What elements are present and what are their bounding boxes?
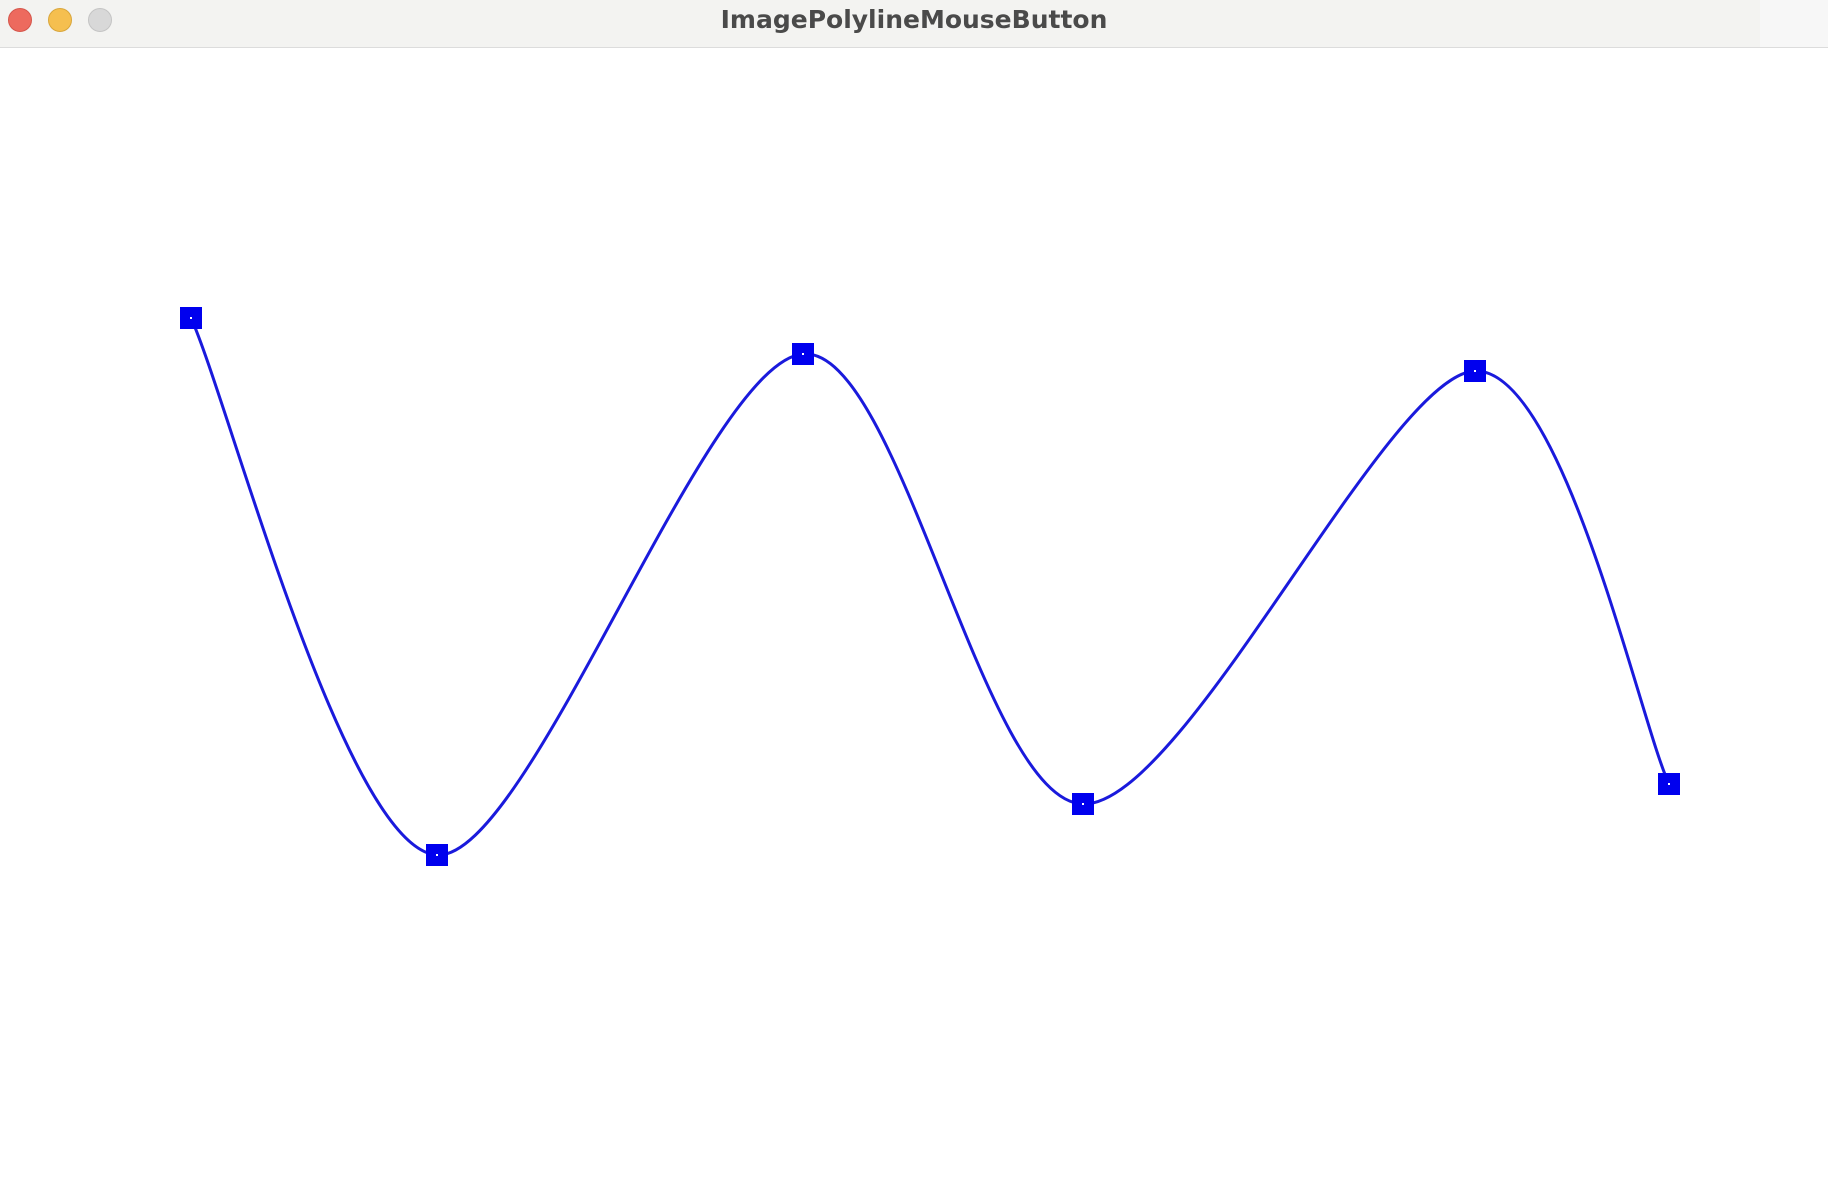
- control-point-center: [436, 854, 438, 856]
- polyline-curve: [189, 316, 1671, 857]
- drawing-canvas[interactable]: [0, 48, 1828, 1198]
- control-point-center: [1474, 370, 1476, 372]
- close-icon[interactable]: [8, 8, 32, 32]
- control-point-center: [802, 353, 804, 355]
- control-point-center: [1668, 783, 1670, 785]
- minimize-icon[interactable]: [48, 8, 72, 32]
- window-title: ImagePolylineMouseButton: [720, 5, 1108, 34]
- polyline-canvas[interactable]: [0, 48, 1828, 1198]
- maximize-icon[interactable]: [88, 8, 112, 32]
- control-point-center: [190, 317, 192, 319]
- title-bar[interactable]: ImagePolylineMouseButton: [0, 0, 1828, 48]
- control-point-center: [1082, 803, 1084, 805]
- title-bar-edge: [1760, 0, 1828, 47]
